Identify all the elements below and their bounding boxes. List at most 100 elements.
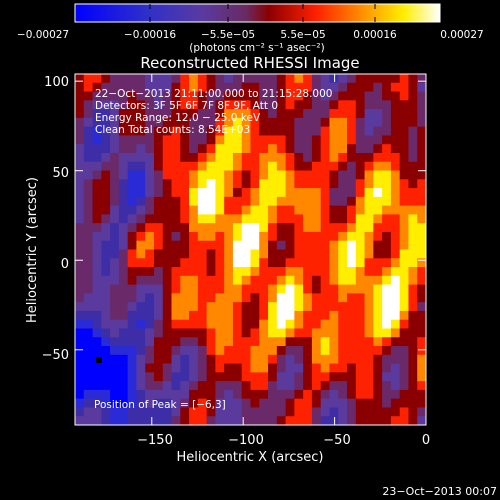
heatmap-cell	[145, 407, 155, 417]
heatmap-cell	[285, 389, 295, 400]
heatmap-cell	[162, 91, 172, 101]
heatmap-cell	[180, 82, 190, 92]
heatmap-cell	[382, 223, 392, 233]
heatmap-cell	[180, 161, 190, 171]
heatmap-cell	[408, 354, 418, 364]
heatmap-cell	[259, 135, 269, 145]
colorbar-tick-label: −0.00027	[17, 29, 69, 41]
heatmap-cell	[189, 258, 199, 268]
heatmap-cell	[206, 416, 216, 425]
heatmap-cell	[294, 188, 304, 198]
heatmap-cell	[180, 109, 190, 119]
heatmap-cell	[320, 188, 330, 198]
heatmap-cell	[224, 144, 234, 154]
heatmap-cell	[197, 328, 208, 338]
heatmap-cell	[347, 82, 357, 92]
heatmap-cell	[232, 407, 243, 417]
heatmap-cell	[311, 354, 322, 364]
heatmap-cell	[75, 144, 85, 154]
heatmap-cell	[285, 109, 295, 119]
heatmap-cell	[373, 117, 383, 128]
heatmap-cell	[355, 179, 365, 189]
heatmap-cell	[118, 319, 129, 329]
heatmap-cell	[232, 381, 243, 391]
heatmap-cell	[382, 205, 392, 215]
heatmap-cell	[417, 144, 426, 154]
heatmap-cell	[417, 337, 426, 347]
heatmap-cell	[171, 126, 181, 136]
heatmap-cell	[329, 319, 339, 329]
heatmap-cell	[364, 319, 374, 329]
heatmap-cell	[189, 91, 199, 101]
heatmap-cell	[382, 354, 392, 364]
heatmap-cell	[224, 179, 234, 189]
heatmap-cell	[329, 302, 339, 312]
heatmap-cell	[136, 328, 146, 338]
heatmap-cell	[373, 152, 383, 163]
heatmap-cell	[197, 416, 208, 425]
heatmap-cell	[118, 126, 129, 136]
heatmap-cell	[189, 337, 199, 347]
heatmap-cell	[355, 381, 365, 391]
heatmap-cell	[268, 100, 278, 110]
heatmap-cell	[136, 337, 146, 347]
heatmap-cell	[101, 205, 111, 215]
heatmap-cell	[101, 161, 111, 171]
heatmap-cell	[390, 161, 401, 171]
heatmap-cell	[390, 346, 401, 356]
heatmap-cell	[250, 363, 260, 373]
heatmap-cell	[83, 319, 93, 329]
heatmap-cell	[417, 231, 426, 242]
x-tick-label: −100	[228, 433, 264, 448]
heatmap-cell	[311, 161, 322, 171]
heatmap-cell	[285, 223, 295, 233]
heatmap-cell	[232, 82, 243, 92]
heatmap-cell	[276, 188, 287, 198]
heatmap-cell	[153, 293, 164, 303]
heatmap-cell	[268, 240, 278, 250]
heatmap-cell	[329, 363, 339, 373]
heatmap-cell	[241, 179, 251, 189]
heatmap-cell	[390, 372, 401, 382]
heatmap-cell	[259, 407, 269, 417]
heatmap-cell	[329, 407, 339, 417]
heatmap-cell	[364, 152, 374, 163]
heatmap-cell	[206, 196, 216, 207]
heatmap-cell	[241, 214, 251, 224]
annotation-time: 22−Oct−2013 21:11:00.000 to 21:15:28.000	[95, 88, 332, 100]
heatmap-cell	[364, 205, 374, 215]
heatmap-cell	[276, 109, 287, 119]
heatmap-cell	[276, 363, 287, 373]
heatmap-cell	[92, 258, 102, 268]
heatmap-cell	[311, 117, 322, 128]
heatmap-cell	[250, 144, 260, 154]
heatmap-cell	[268, 302, 278, 312]
heatmap-cell	[259, 302, 269, 312]
heatmap-cell	[232, 91, 243, 101]
heatmap-cell	[347, 267, 357, 277]
heatmap-cell	[224, 161, 234, 171]
heatmap-cell	[329, 109, 339, 119]
heatmap-cell	[189, 170, 199, 180]
heatmap-cell	[276, 117, 287, 128]
heatmap-cell	[399, 398, 409, 408]
heatmap-cell	[118, 407, 129, 417]
heatmap-cell	[338, 346, 348, 356]
heatmap-cell	[338, 249, 348, 259]
heatmap-cell	[347, 381, 357, 391]
heatmap-cell	[215, 407, 225, 417]
heatmap-cell	[250, 328, 260, 338]
heatmap-cell	[382, 135, 392, 145]
heatmap-cell	[127, 126, 137, 136]
heatmap-cell	[382, 82, 392, 92]
heatmap-cell	[399, 284, 409, 294]
heatmap-cell	[153, 381, 164, 391]
heatmap-cell	[232, 337, 243, 347]
heatmap-cell	[303, 398, 313, 408]
heatmap-cell	[382, 302, 392, 312]
heatmap-cell	[232, 284, 243, 294]
heatmap-cell	[83, 381, 93, 391]
heatmap-cell	[241, 205, 251, 215]
heatmap-cell	[408, 135, 418, 145]
heatmap-cell	[250, 152, 260, 163]
